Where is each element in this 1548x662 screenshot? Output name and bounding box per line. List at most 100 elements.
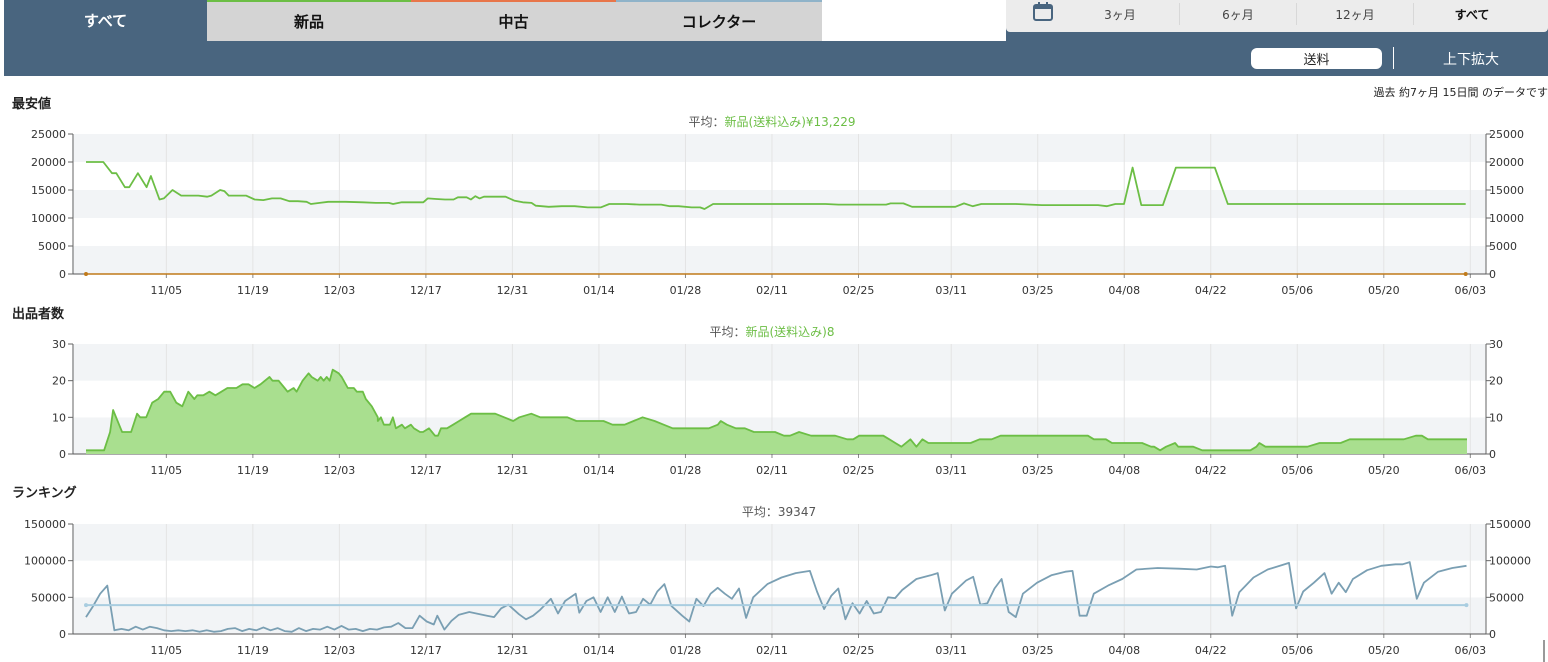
y-tick-label-left: 30 — [52, 338, 66, 351]
x-tick-label: 05/06 — [1281, 644, 1313, 657]
series-line — [86, 161, 1466, 210]
x-tick-label: 12/17 — [410, 284, 442, 297]
x-tick-label: 02/25 — [843, 284, 875, 297]
x-tick-label: 11/05 — [150, 464, 182, 477]
plot-band — [72, 134, 1486, 162]
plot-band — [72, 218, 1486, 246]
avg-prefix: 平均： — [709, 325, 746, 339]
tab-bar-gap — [822, 0, 1006, 41]
sellers-average: 平均：新品(送料込み)8 — [709, 323, 834, 340]
y-tick-label-left: 15000 — [31, 184, 66, 197]
y-tick-label-right: 10000 — [1489, 212, 1524, 225]
tab-new[interactable]: 新品 — [207, 0, 411, 41]
x-tick-label: 05/20 — [1368, 464, 1400, 477]
x-tick-label: 12/31 — [497, 644, 529, 657]
toolbar-divider — [1393, 47, 1394, 69]
x-tick-label: 04/22 — [1195, 284, 1227, 297]
range-3m[interactable]: 3ヶ月 — [1104, 7, 1136, 22]
sellers-chart: 11/05 11/19 12/03 12/17 12/31 01/14 01/28 02/11… — [52, 338, 1503, 477]
range-6m[interactable]: 6ヶ月 — [1222, 7, 1254, 22]
x-tick-label: 01/14 — [583, 284, 615, 297]
shipping-toggle[interactable]: 送料 — [1251, 48, 1382, 69]
y-tick-label-right: 0 — [1489, 628, 1496, 641]
avg-value: 39347 — [777, 505, 817, 519]
x-tick-label: 11/05 — [150, 284, 182, 297]
x-tick-label: 03/11 — [935, 464, 967, 477]
range-divider — [1413, 3, 1414, 25]
y-tick-label-left: 0 — [59, 628, 66, 641]
x-tick-label: 05/20 — [1368, 644, 1400, 657]
y-tick-label-right: 20 — [1489, 375, 1503, 388]
period-note: 過去 約7ヶ月 15日間 のデータです — [1373, 86, 1548, 99]
x-tick-label: 04/22 — [1195, 644, 1227, 657]
plot-band — [72, 597, 1486, 634]
x-tick-label: 11/19 — [237, 284, 269, 297]
range-12m[interactable]: 12ヶ月 — [1335, 7, 1375, 22]
x-tick-label: 04/08 — [1108, 644, 1140, 657]
y-tick-label-left: 0 — [59, 448, 66, 461]
y-tick-label-right: 0 — [1489, 268, 1496, 281]
range-divider — [1179, 3, 1180, 25]
x-tick-label: 02/25 — [843, 464, 875, 477]
x-tick-label: 11/05 — [150, 644, 182, 657]
y-tick-label-left: 0 — [59, 268, 66, 281]
x-tick-label: 05/06 — [1281, 284, 1313, 297]
x-tick-label: 01/28 — [670, 644, 702, 657]
range-divider — [1296, 3, 1297, 25]
calendar-icon[interactable] — [1033, 2, 1053, 21]
x-tick-label: 01/28 — [670, 464, 702, 477]
x-tick-label: 06/03 — [1454, 644, 1486, 657]
y-tick-label-left: 50000 — [31, 591, 66, 604]
series-endpoint — [84, 272, 88, 276]
x-tick-label: 05/06 — [1281, 464, 1313, 477]
x-tick-label: 05/20 — [1368, 284, 1400, 297]
sellers-chart-title: 出品者数 — [12, 307, 65, 322]
plot-band — [72, 162, 1486, 190]
scrollbar[interactable] — [1543, 640, 1545, 662]
range-all[interactable]: すべて — [1454, 7, 1490, 22]
tab-collector[interactable]: コレクター — [616, 0, 822, 41]
tab-all[interactable]: すべて — [4, 0, 207, 41]
ranking-chart-title: ランキング — [12, 486, 77, 501]
ranking-average: 平均：39347 — [742, 503, 816, 520]
x-tick-label: 12/03 — [324, 464, 356, 477]
x-tick-label: 12/31 — [497, 284, 529, 297]
avg-prefix: 平均： — [741, 505, 778, 519]
x-tick-label: 02/11 — [756, 464, 788, 477]
x-tick-label: 12/17 — [410, 644, 442, 657]
ranking-chart: 11/05 11/19 12/03 12/17 12/31 01/14 01/28 02/11… — [24, 518, 1531, 657]
x-tick-label: 12/31 — [497, 464, 529, 477]
range-selector: 3ヶ月 6ヶ月 12ヶ月 すべて — [1006, 0, 1548, 32]
x-tick-label: 12/17 — [410, 464, 442, 477]
vertical-zoom-button[interactable]: 上下拡大 — [1443, 51, 1499, 68]
tab-used[interactable]: 中古 — [411, 0, 616, 41]
price-chart-title: 最安値 — [12, 97, 52, 112]
y-tick-label-left: 20000 — [31, 156, 66, 169]
x-tick-label: 06/03 — [1454, 284, 1486, 297]
x-tick-label: 03/25 — [1022, 284, 1054, 297]
y-tick-label-left: 10000 — [31, 212, 66, 225]
series-line — [85, 561, 1467, 633]
x-tick-label: 01/28 — [670, 284, 702, 297]
x-tick-label: 03/11 — [935, 644, 967, 657]
x-tick-label: 04/08 — [1108, 464, 1140, 477]
y-tick-label-right: 10 — [1489, 411, 1503, 424]
x-tick-label: 03/25 — [1022, 464, 1054, 477]
plot-band — [72, 524, 1486, 561]
x-tick-label: 06/03 — [1454, 464, 1486, 477]
y-tick-label-right: 5000 — [1489, 240, 1517, 253]
y-tick-label-left: 10 — [52, 411, 66, 424]
x-tick-label: 01/14 — [583, 464, 615, 477]
x-tick-label: 12/03 — [324, 284, 356, 297]
x-tick-label: 04/08 — [1108, 284, 1140, 297]
x-tick-label: 02/25 — [843, 644, 875, 657]
x-tick-label: 11/19 — [237, 464, 269, 477]
avg-series-label: 新品(送料込み) — [724, 115, 806, 129]
x-tick-label: 01/14 — [583, 644, 615, 657]
series-endpoint — [1464, 603, 1469, 608]
x-tick-label: 12/03 — [324, 644, 356, 657]
y-tick-label-left: 100000 — [24, 555, 66, 568]
y-tick-label-left: 150000 — [24, 518, 66, 531]
y-tick-label-right: 100000 — [1489, 555, 1531, 568]
x-tick-label: 02/11 — [756, 644, 788, 657]
